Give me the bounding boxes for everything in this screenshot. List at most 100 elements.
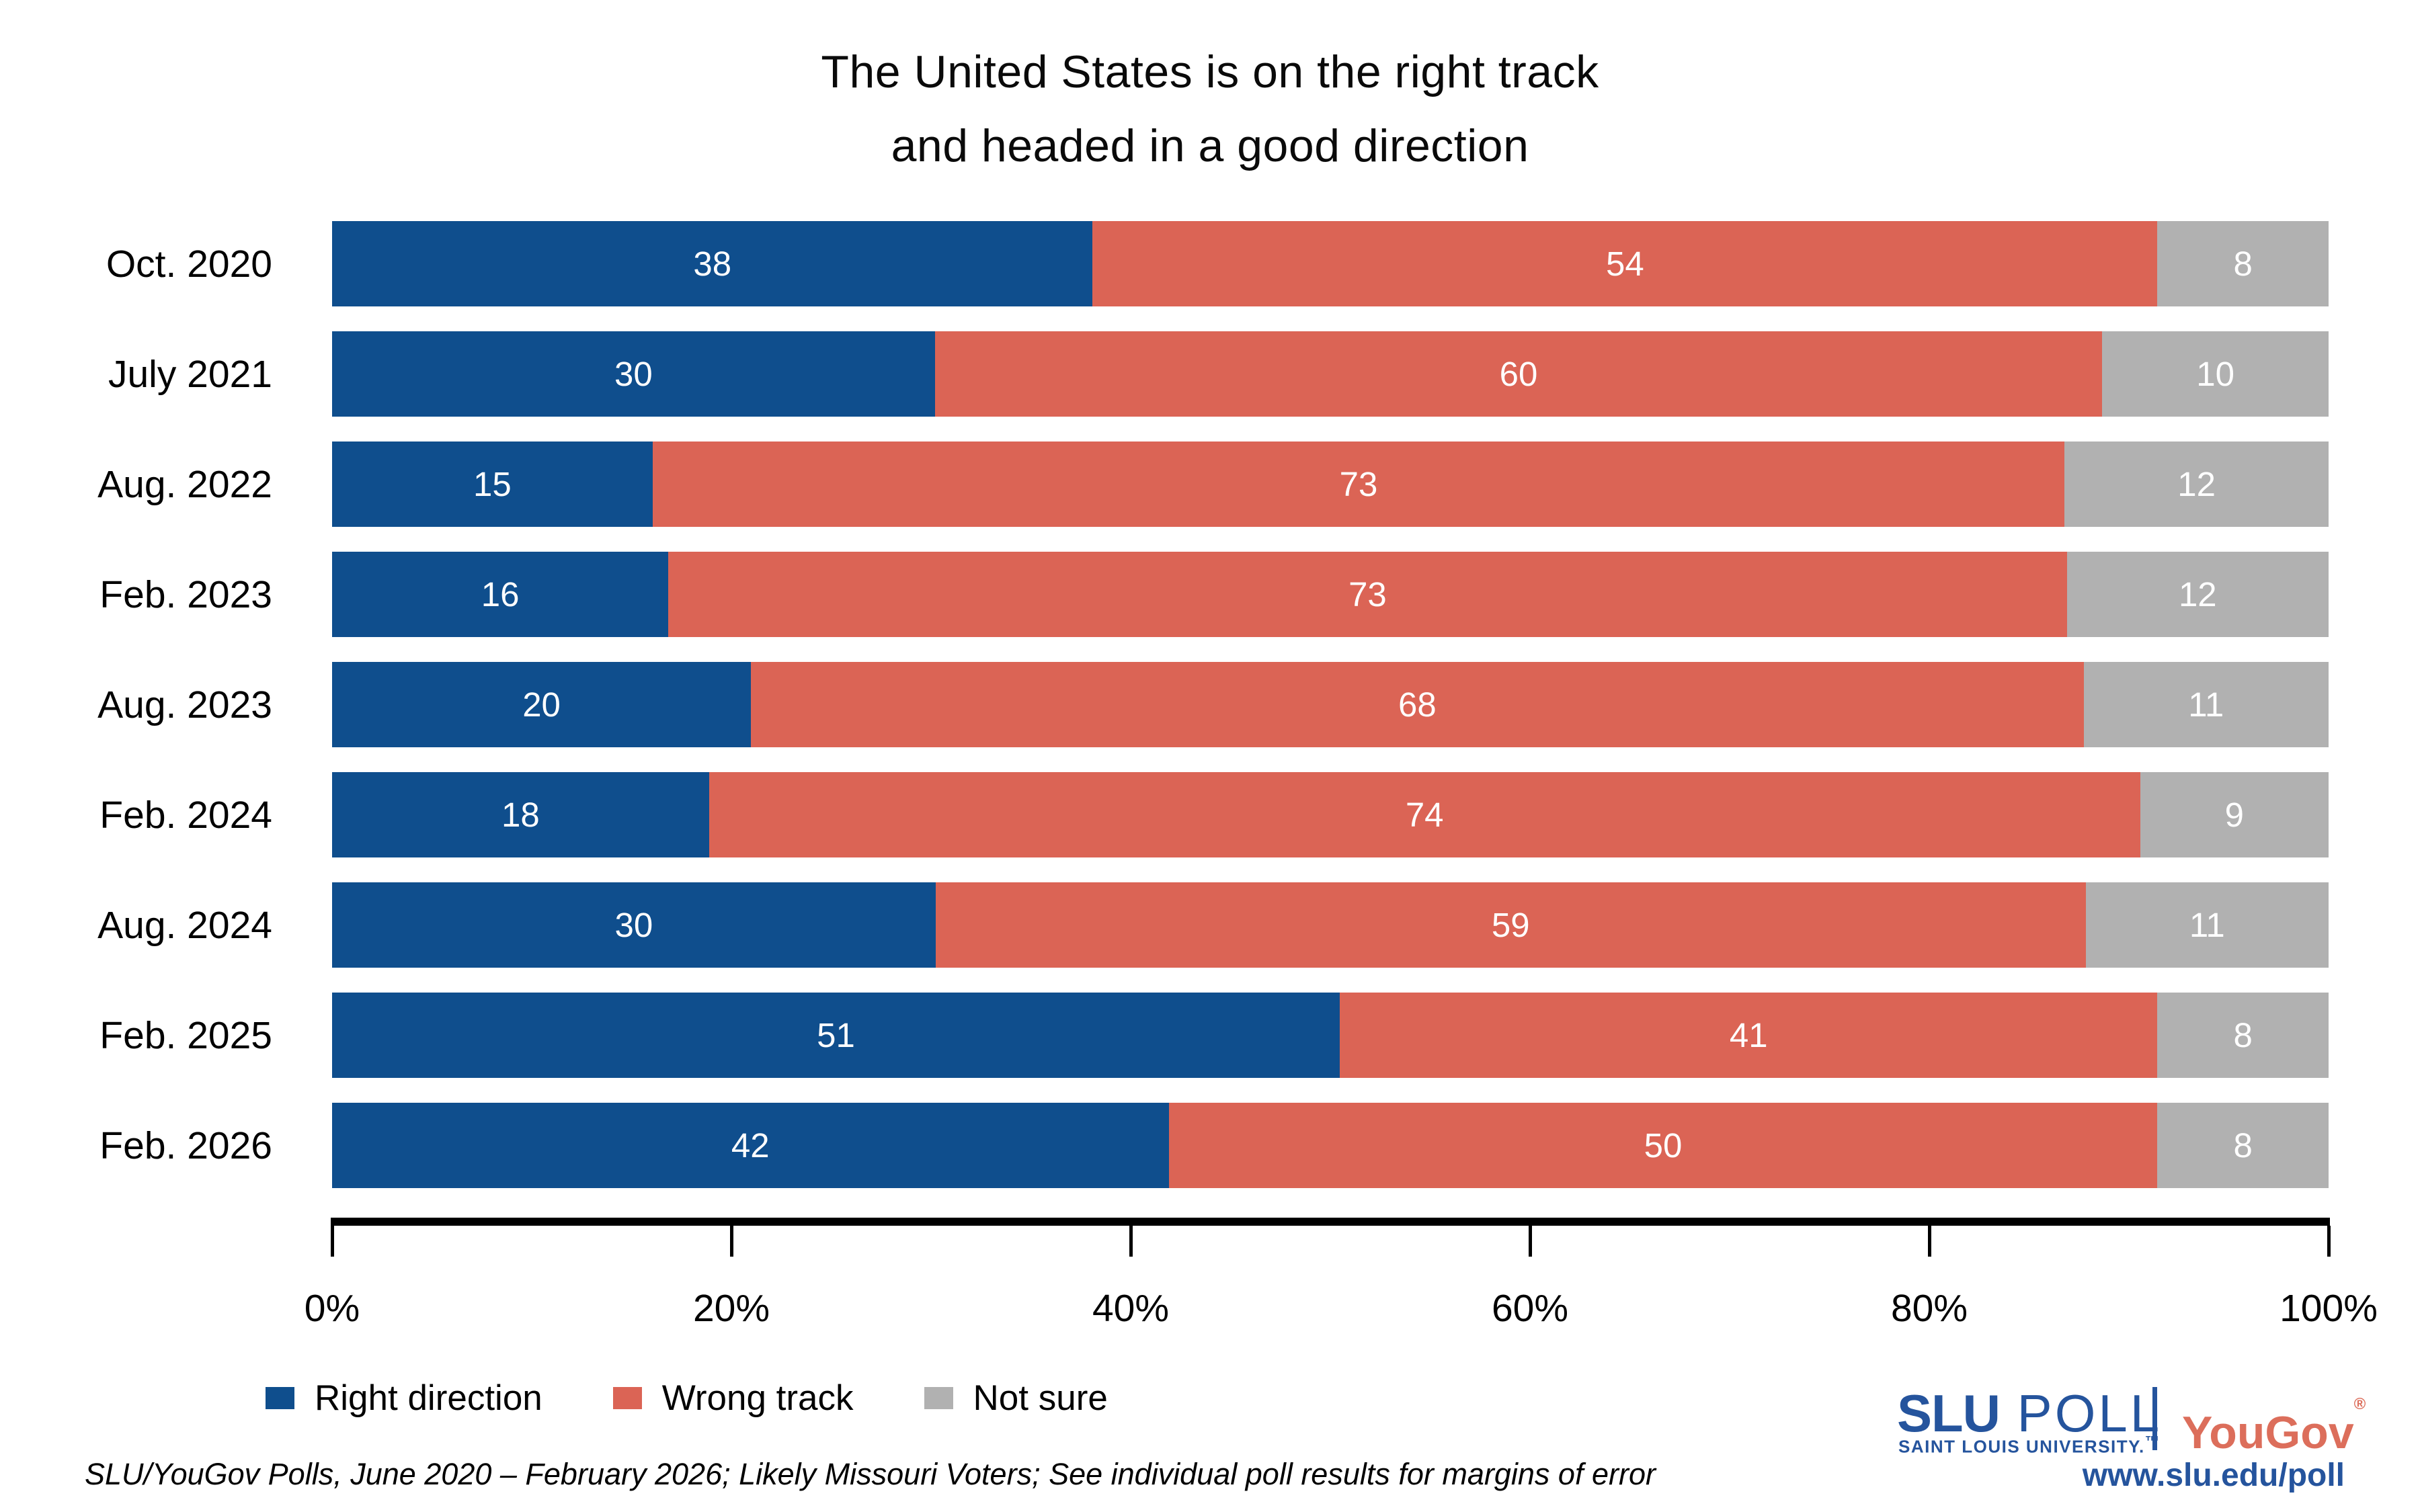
bar-segment-wrong-track: 68 bbox=[751, 662, 2084, 747]
x-axis-tick-label: 100% bbox=[2280, 1287, 2378, 1330]
legend: Right direction Wrong track Not sure bbox=[266, 1376, 1108, 1419]
bar-rows: Oct. 2020 38 54 8 July 2021 30 60 10 Aug. 2022 15… bbox=[0, 221, 2420, 1213]
bar-segment-not-sure: 12 bbox=[2064, 442, 2329, 527]
yougov-text: YouGov bbox=[2182, 1407, 2354, 1458]
bar-segment-right-direction: 30 bbox=[332, 331, 935, 417]
row-label: Aug. 2024 bbox=[97, 903, 272, 947]
bar-value-label: 10 bbox=[2196, 355, 2234, 393]
slu-poll-url: www.slu.edu/poll bbox=[2082, 1458, 2345, 1493]
bar-value-label: 73 bbox=[1339, 465, 1378, 503]
legend-swatch bbox=[266, 1386, 294, 1409]
bar-row: Feb. 2023 16 73 12 bbox=[0, 552, 2420, 637]
x-axis: 0% 20% 40% 60% 80% 100% bbox=[305, 1218, 2378, 1352]
slu-university-text: SAINT LOUIS UNIVERSITY. bbox=[1898, 1436, 2145, 1457]
bar-segment-right-direction: 30 bbox=[332, 882, 936, 968]
bar-segment-not-sure: 11 bbox=[2085, 882, 2329, 968]
x-axis-tick-label: 40% bbox=[1092, 1287, 1170, 1330]
bar-segment-wrong-track: 73 bbox=[652, 442, 2065, 527]
slu-university-wordmark: SAINT LOUIS UNIVERSITY.™ bbox=[1898, 1433, 2161, 1458]
bar-area: 42 50 8 bbox=[332, 1103, 2329, 1188]
x-axis-tick bbox=[2327, 1226, 2331, 1257]
bar-area: 30 59 11 bbox=[332, 882, 2329, 968]
bar-segment-wrong-track: 73 bbox=[668, 552, 2067, 637]
bar-area: 18 74 9 bbox=[332, 772, 2329, 857]
bar-segment-right-direction: 16 bbox=[332, 552, 669, 637]
legend-swatch bbox=[612, 1386, 642, 1409]
bar-value-label: 15 bbox=[473, 465, 512, 503]
bar-value-label: 8 bbox=[2233, 1126, 2253, 1165]
bar-value-label: 12 bbox=[2177, 465, 2216, 503]
bar-value-label: 38 bbox=[693, 245, 732, 283]
bar-value-label: 20 bbox=[522, 685, 561, 724]
bar-value-label: 8 bbox=[2233, 1016, 2253, 1054]
bar-row: Aug. 2024 30 59 11 bbox=[0, 882, 2420, 968]
bar-area: 38 54 8 bbox=[332, 221, 2329, 306]
bar-segment-not-sure: 10 bbox=[2102, 331, 2329, 417]
bar-segment-wrong-track: 54 bbox=[1092, 221, 2158, 306]
x-axis-tick bbox=[331, 1226, 334, 1257]
bar-value-label: 18 bbox=[501, 796, 540, 834]
legend-item: Wrong track bbox=[612, 1378, 854, 1419]
row-label: Oct. 2020 bbox=[106, 242, 272, 286]
x-axis-tick bbox=[1529, 1226, 1532, 1257]
x-axis-tick-label: 20% bbox=[692, 1287, 770, 1330]
slu-poll-logo-slu: SLU bbox=[1897, 1384, 2001, 1443]
x-axis-tick bbox=[730, 1226, 733, 1257]
source-note: SLU/YouGov Polls, June 2020 – February 2… bbox=[85, 1457, 1656, 1491]
bar-segment-not-sure: 9 bbox=[2140, 772, 2329, 857]
registered-symbol: ® bbox=[2353, 1395, 2366, 1413]
row-label: Feb. 2025 bbox=[99, 1013, 272, 1057]
bar-area: 20 68 11 bbox=[332, 662, 2329, 747]
bar-segment-wrong-track: 50 bbox=[1168, 1103, 2158, 1188]
bar-value-label: 50 bbox=[1644, 1126, 1683, 1165]
yougov-logo: YouGov® bbox=[2182, 1395, 2366, 1459]
bar-value-label: 74 bbox=[1405, 796, 1444, 834]
bar-segment-right-direction: 15 bbox=[332, 442, 653, 527]
bar-row: Feb. 2025 51 41 8 bbox=[0, 993, 2420, 1078]
bar-segment-not-sure: 8 bbox=[2157, 1103, 2329, 1188]
row-label: Aug. 2022 bbox=[97, 462, 272, 506]
bar-row: Feb. 2024 18 74 9 bbox=[0, 772, 2420, 857]
bar-value-label: 9 bbox=[2224, 796, 2244, 834]
x-axis-tick bbox=[1928, 1226, 1931, 1257]
bar-value-label: 11 bbox=[2188, 685, 2224, 724]
bar-segment-wrong-track: 59 bbox=[935, 882, 2086, 968]
row-label: Feb. 2023 bbox=[99, 573, 272, 616]
bar-value-label: 16 bbox=[481, 575, 520, 614]
bar-value-label: 41 bbox=[1729, 1016, 1768, 1054]
legend-item: Not sure bbox=[924, 1378, 1108, 1419]
bar-segment-not-sure: 8 bbox=[2157, 993, 2329, 1078]
bar-row: Aug. 2022 15 73 12 bbox=[0, 442, 2420, 527]
bar-value-label: 42 bbox=[731, 1126, 770, 1165]
bar-area: 15 73 12 bbox=[332, 442, 2329, 527]
legend-label: Wrong track bbox=[661, 1378, 854, 1418]
bar-value-label: 73 bbox=[1348, 575, 1387, 614]
bar-segment-wrong-track: 74 bbox=[709, 772, 2140, 857]
bar-value-label: 11 bbox=[2189, 906, 2225, 944]
slu-poll-logo: SLU POLL bbox=[1897, 1383, 2162, 1444]
legend-swatch bbox=[924, 1386, 953, 1409]
slu-poll-logo-poll: POLL bbox=[2000, 1384, 2163, 1443]
chart-title: The United States is on the right track … bbox=[0, 35, 2420, 183]
bar-value-label: 51 bbox=[817, 1016, 855, 1054]
bar-row: Oct. 2020 38 54 8 bbox=[0, 221, 2420, 306]
bar-value-label: 54 bbox=[1606, 245, 1644, 283]
legend-item: Right direction bbox=[266, 1378, 542, 1419]
bar-segment-right-direction: 18 bbox=[332, 772, 709, 857]
chart-title-line1: The United States is on the right track bbox=[821, 46, 1599, 97]
bar-value-label: 30 bbox=[614, 906, 653, 944]
bar-row: July 2021 30 60 10 bbox=[0, 331, 2420, 417]
bar-segment-right-direction: 51 bbox=[332, 993, 1340, 1078]
bar-row: Aug. 2023 20 68 11 bbox=[0, 662, 2420, 747]
bar-segment-wrong-track: 41 bbox=[1340, 993, 2158, 1078]
x-axis-tick-label: 60% bbox=[1491, 1287, 1569, 1330]
bar-area: 51 41 8 bbox=[332, 993, 2329, 1078]
bar-row: Feb. 2026 42 50 8 bbox=[0, 1103, 2420, 1188]
legend-label: Not sure bbox=[973, 1378, 1108, 1418]
bar-segment-right-direction: 42 bbox=[332, 1103, 1169, 1188]
bar-area: 16 73 12 bbox=[332, 552, 2329, 637]
bar-value-label: 30 bbox=[614, 355, 653, 393]
bar-segment-wrong-track: 60 bbox=[934, 331, 2103, 417]
x-axis-tick-label: 80% bbox=[1890, 1287, 1968, 1330]
bar-segment-not-sure: 8 bbox=[2157, 221, 2329, 306]
